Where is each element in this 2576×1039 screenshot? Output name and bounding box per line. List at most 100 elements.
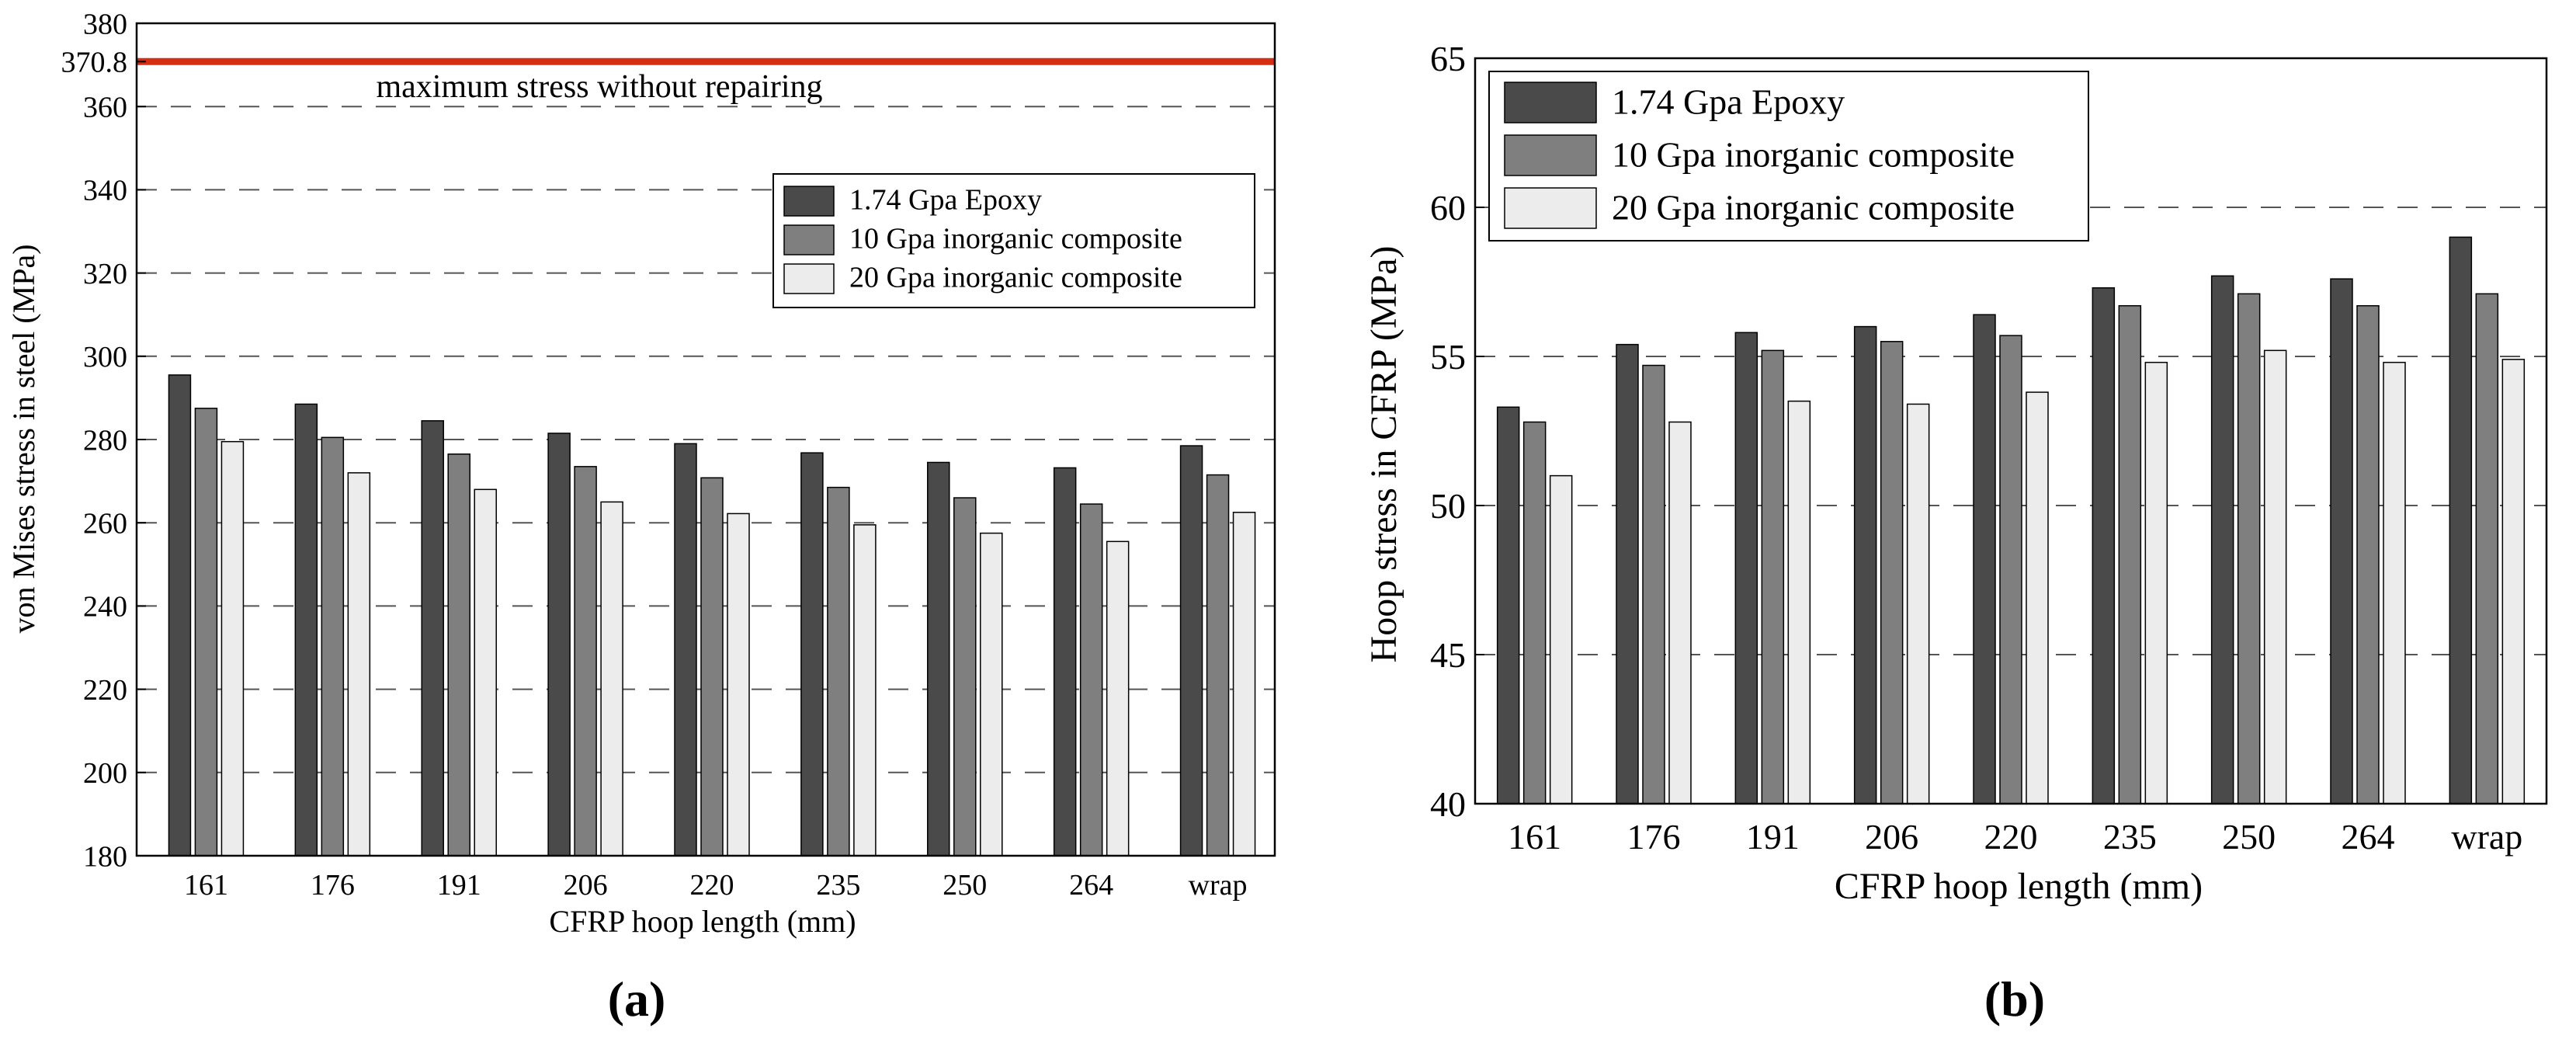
y-tick-label: 360 [83, 92, 127, 124]
y-tick-label: 60 [1430, 188, 1466, 228]
bar-235-series-3 [2144, 361, 2168, 804]
chart-a-x-axis-label: CFRP hoop length (mm) [549, 904, 856, 939]
y-tick-label: 55 [1430, 337, 1466, 377]
x-tick-label: 176 [311, 869, 355, 902]
bar-206-series-3 [600, 501, 623, 857]
x-tick-label: wrap [1189, 869, 1248, 902]
chart-a-panel-label: (a) [608, 971, 666, 1027]
chart-b-bars [1496, 236, 2526, 804]
bar-235-series-2 [827, 486, 850, 857]
bar-206-series-2 [574, 466, 597, 857]
bar-264-series-1 [1053, 467, 1077, 857]
chart-b: 40 45 50 55 60 65 161 176 191 206 220 235 250 264 wra… [1363, 39, 2548, 1027]
bar-250-series-3 [980, 532, 1003, 857]
x-tick-label: 176 [1627, 817, 1681, 857]
legend-box [772, 173, 1255, 308]
x-tick-label: 161 [1508, 817, 1561, 857]
bar-264-series-2 [2356, 304, 2380, 804]
bar-191-series-1 [1734, 332, 1758, 804]
chart-a-y-axis-label: von Mises stress in steel (MPa) [6, 244, 41, 633]
x-tick-label: 264 [1069, 869, 1113, 902]
bar-161-series-2 [194, 408, 218, 857]
x-tick-label: 191 [1746, 817, 1800, 857]
chart-b-x-ticks: 161 176 191 206 220 235 250 264 wrap [1508, 817, 2522, 857]
y-tick-label: 300 [83, 341, 127, 374]
legend-entry: 1.74 Gpa Epoxy [849, 184, 1042, 217]
legend-swatch [783, 224, 835, 255]
bar-176-series-3 [347, 472, 371, 857]
bar-wrap-series-1 [2449, 236, 2473, 804]
chart-b-y-axis-label: Hoop stress in CFRP (MPa) [1363, 246, 1404, 663]
bar-161-series-1 [1496, 406, 1520, 804]
x-tick-label: 264 [2342, 817, 2395, 857]
bar-wrap-series-2 [2475, 293, 2499, 804]
legend-entry: 10 Gpa inorganic composite [1612, 135, 2015, 175]
legend-swatch [783, 186, 835, 217]
y-tick-label: 320 [83, 258, 127, 290]
x-tick-label: 161 [184, 869, 228, 902]
x-tick-label: 206 [1865, 817, 1918, 857]
bar-wrap-series-3 [2501, 359, 2526, 804]
bar-250-series-3 [2263, 349, 2287, 804]
bar-191-series-3 [1787, 400, 1811, 804]
bar-206-series-1 [547, 433, 571, 857]
bar-250-series-2 [2237, 293, 2261, 804]
bar-191-series-2 [1761, 349, 1785, 804]
bar-250-series-2 [953, 497, 977, 857]
chart-a-x-ticks: 161 176 191 206 220 235 250 264 wrap [184, 869, 1248, 902]
bar-206-series-1 [1853, 325, 1877, 804]
bar-220-series-3 [2026, 391, 2049, 804]
y-tick-label: 340 [83, 175, 127, 207]
y-tick-label: 45 [1430, 635, 1466, 675]
bar-161-series-3 [1549, 474, 1573, 804]
x-tick-label: 250 [2222, 817, 2276, 857]
y-tick-label: 220 [83, 674, 127, 707]
bar-161-series-2 [1522, 421, 1547, 804]
bar-176-series-3 [1668, 421, 1692, 804]
chart-a-y-ticks: 180 200 220 240 260 280 300 320 340 360 380 370.8 [61, 8, 146, 873]
bar-220-series-2 [700, 477, 724, 857]
chart-b-x-axis-label: CFRP hoop length (mm) [1835, 866, 2203, 907]
bar-176-series-2 [321, 436, 345, 857]
chart-b-panel-label: (b) [1984, 971, 2045, 1027]
bar-161-series-1 [168, 374, 192, 857]
bar-161-series-3 [220, 440, 245, 857]
y-tick-label: 380 [83, 8, 127, 40]
x-tick-label: 220 [690, 869, 734, 902]
y-tick-label: 200 [83, 757, 127, 790]
bar-235-series-1 [800, 452, 824, 857]
bar-250-series-1 [2210, 275, 2234, 804]
y-tick-label: 240 [83, 591, 127, 624]
x-tick-label: 235 [2103, 817, 2157, 857]
y-tick-label: 65 [1430, 39, 1466, 78]
bar-176-series-2 [1642, 364, 1665, 804]
bar-wrap-series-2 [1206, 474, 1230, 857]
y-tick-label: 50 [1430, 486, 1466, 526]
legend-entry: 20 Gpa inorganic composite [1612, 188, 2015, 228]
bar-191-series-2 [447, 453, 470, 857]
bar-235-series-3 [853, 524, 877, 857]
bar-264-series-3 [1106, 540, 1130, 857]
x-tick-label: 206 [564, 869, 608, 902]
x-tick-label: wrap [2451, 817, 2522, 857]
y-tick-label: 40 [1430, 784, 1466, 824]
legend-swatch [783, 263, 835, 294]
x-tick-label: 235 [816, 869, 860, 902]
legend-swatch [1504, 187, 1597, 229]
bar-220-series-3 [727, 513, 750, 857]
y-tick-label: 280 [83, 424, 127, 457]
bar-wrap-series-1 [1179, 445, 1203, 857]
y-tick-label-reference: 370.8 [61, 47, 128, 79]
bar-235-series-1 [2092, 287, 2116, 804]
chart-a-bars [168, 374, 1256, 857]
bar-264-series-2 [1079, 503, 1103, 857]
bar-176-series-1 [1616, 343, 1639, 804]
x-tick-label: 220 [1984, 817, 2038, 857]
bar-191-series-3 [474, 488, 497, 857]
bar-264-series-3 [2383, 361, 2406, 804]
x-tick-label: 191 [437, 869, 481, 902]
bar-220-series-2 [1999, 335, 2022, 804]
chart-a: 180 200 220 240 260 280 300 320 340 360 380 370.8 1… [6, 8, 1276, 1027]
legend-entry: 10 Gpa inorganic composite [849, 223, 1182, 255]
